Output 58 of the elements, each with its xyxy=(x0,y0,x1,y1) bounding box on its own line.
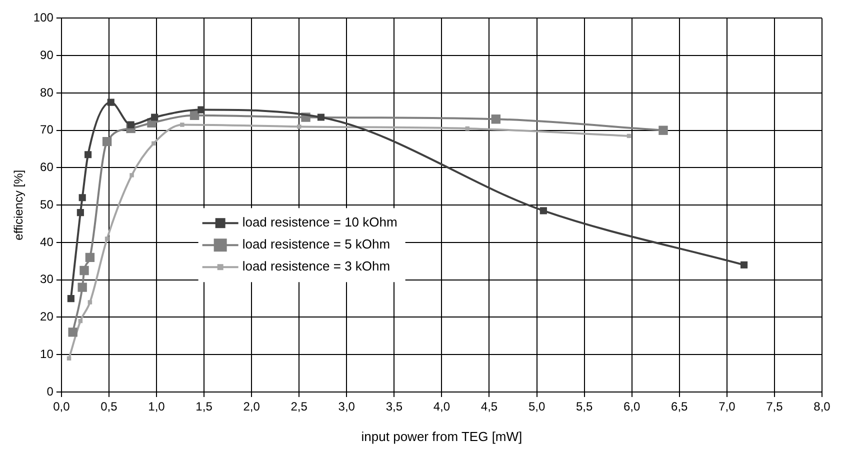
point xyxy=(180,122,184,127)
point xyxy=(104,236,110,241)
x-tick-label: 5,5 xyxy=(576,400,593,414)
x-tick-label: 4,5 xyxy=(480,400,498,414)
x-tick-label: 8,0 xyxy=(814,400,831,414)
x-tick-label: 2,5 xyxy=(290,400,308,414)
x-tick-label: 0,5 xyxy=(100,400,118,414)
x-tick-label: 2,0 xyxy=(243,400,260,414)
point xyxy=(540,207,547,214)
point xyxy=(80,266,89,276)
point xyxy=(152,141,156,146)
y-tick-label: 30 xyxy=(40,272,54,286)
y-tick-label: 60 xyxy=(40,160,54,174)
legend-label: load resistence = 3 kOhm xyxy=(242,258,390,274)
y-tick-label: 0 xyxy=(46,384,54,398)
point xyxy=(66,356,72,360)
point xyxy=(67,295,74,302)
x-tick-label: 1,0 xyxy=(148,400,166,414)
x-tick-label: 0,0 xyxy=(53,400,70,414)
legend-label: load resistence = 10 kOhm xyxy=(242,214,398,230)
point xyxy=(68,328,78,337)
point xyxy=(78,282,87,292)
x-tick-label: 7,0 xyxy=(718,400,736,414)
point xyxy=(76,209,84,216)
x-tick-label: 5,0 xyxy=(528,400,546,414)
point xyxy=(151,114,158,121)
x-axis-title: input power from TEG [mW] xyxy=(361,428,522,444)
y-tick-label: 50 xyxy=(40,197,54,212)
point xyxy=(317,114,325,121)
y-tick-label: 70 xyxy=(40,122,54,137)
y-axis-title: efficiency [%] xyxy=(12,170,26,240)
point xyxy=(130,173,134,178)
point xyxy=(198,106,205,114)
point xyxy=(190,110,200,120)
point xyxy=(102,136,112,146)
x-tick-label: 6,5 xyxy=(671,400,688,414)
y-tick-label: 40 xyxy=(40,234,54,249)
y-tick-label: 100 xyxy=(33,10,54,25)
point xyxy=(78,194,86,202)
point xyxy=(491,114,500,124)
y-tick-label: 80 xyxy=(40,85,54,100)
x-tick-label: 7,5 xyxy=(766,400,784,414)
x-tick-label: 4,0 xyxy=(433,400,450,414)
point xyxy=(740,261,748,268)
x-tick-label: 3,0 xyxy=(338,400,356,414)
point xyxy=(127,121,134,128)
x-tick-label: 3,5 xyxy=(386,400,403,414)
x-tick-label: 1,5 xyxy=(196,400,213,414)
x-tick-label: 6,0 xyxy=(624,400,641,414)
point xyxy=(107,98,114,106)
y-tick-label: 90 xyxy=(40,48,54,62)
point xyxy=(88,300,92,304)
point xyxy=(84,151,92,158)
legend-label: load resistence = 5 kOhm xyxy=(242,236,390,252)
y-tick-label: 20 xyxy=(40,310,54,324)
point xyxy=(85,252,95,262)
point xyxy=(658,126,668,135)
y-tick-label: 10 xyxy=(40,346,54,361)
